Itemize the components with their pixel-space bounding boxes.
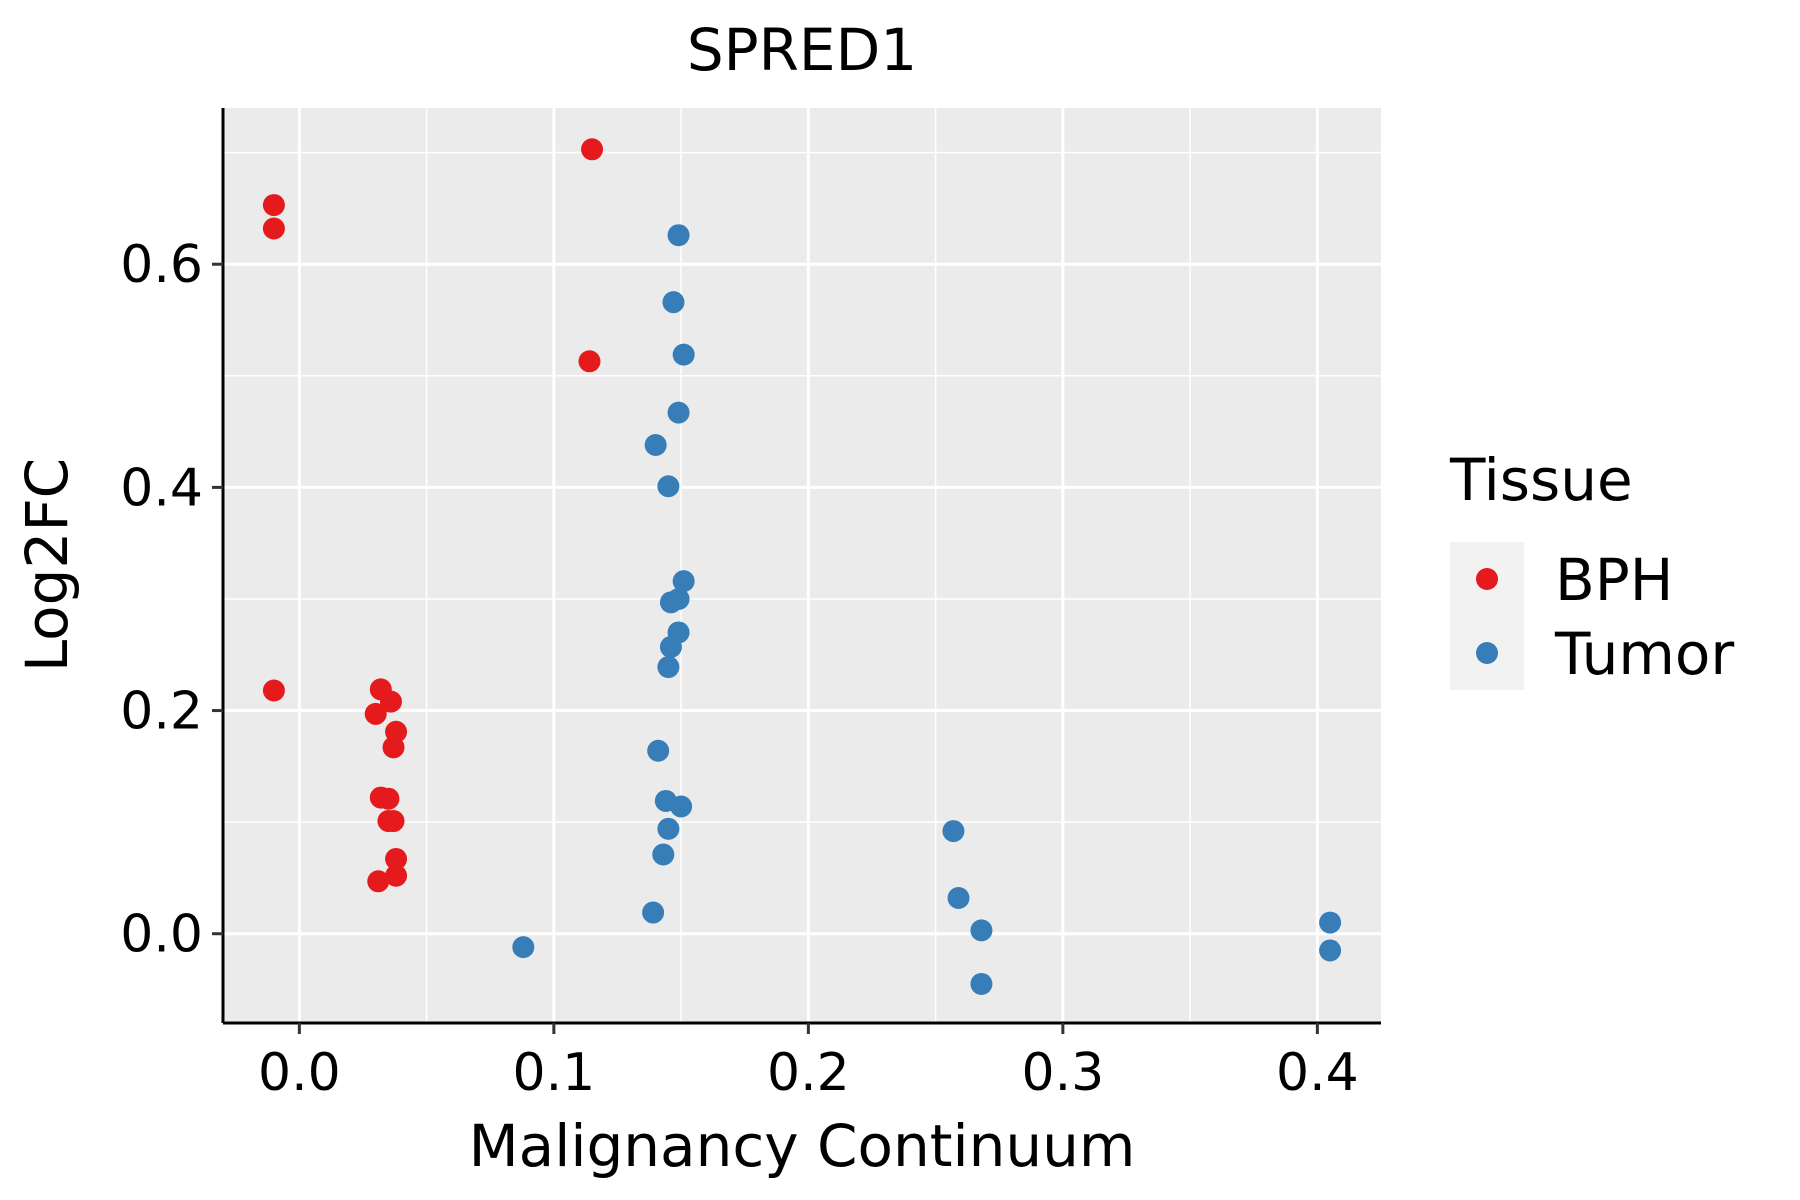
- point-tumor: [657, 817, 680, 840]
- major-gridlines: [223, 108, 1381, 1023]
- y-axis-ticks: 0.0 0.2 0.4 0.6: [120, 235, 223, 965]
- point-tumor: [1319, 911, 1342, 934]
- y-tick-label: 0.0: [120, 905, 203, 965]
- point-tumor: [667, 224, 690, 247]
- y-tick-label: 0.4: [120, 458, 203, 518]
- y-tick-label: 0.2: [120, 682, 203, 742]
- legend-label-tumor: Tumor: [1554, 620, 1734, 688]
- x-tick-label: 0.2: [767, 1043, 850, 1103]
- x-tick-label: 0.1: [513, 1043, 596, 1103]
- legend: Tissue BPH Tumor: [1449, 446, 1734, 690]
- legend-label-bph: BPH: [1555, 546, 1673, 614]
- point-tumor: [672, 343, 695, 366]
- point-tumor: [659, 635, 682, 658]
- point-bph: [262, 679, 285, 702]
- x-tick-label: 0.3: [1022, 1043, 1105, 1103]
- x-tick-label: 0.0: [258, 1043, 341, 1103]
- point-tumor: [672, 570, 695, 593]
- point-tumor: [662, 291, 685, 314]
- data-points: [262, 138, 1342, 995]
- y-axis-label: Log2FC: [13, 458, 81, 672]
- legend-marker-tumor: [1476, 642, 1498, 664]
- point-tumor: [512, 936, 535, 959]
- point-tumor: [670, 795, 693, 818]
- x-tick-label: 0.4: [1276, 1043, 1359, 1103]
- point-bph: [367, 870, 390, 893]
- point-tumor: [970, 919, 993, 942]
- point-bph: [262, 217, 285, 240]
- point-tumor: [1319, 939, 1342, 962]
- legend-marker-bph: [1476, 568, 1498, 590]
- point-tumor: [647, 739, 670, 762]
- point-bph: [382, 736, 405, 759]
- point-bph: [379, 690, 402, 713]
- point-tumor: [970, 972, 993, 995]
- y-tick-label: 0.6: [120, 235, 203, 295]
- chart-title: SPRED1: [687, 16, 917, 84]
- point-bph: [377, 787, 400, 810]
- point-tumor: [942, 820, 965, 843]
- point-tumor: [947, 887, 970, 910]
- x-axis-label: Malignancy Continuum: [469, 1112, 1136, 1180]
- point-tumor: [642, 901, 665, 924]
- point-tumor: [652, 843, 675, 866]
- legend-title: Tissue: [1449, 446, 1633, 514]
- point-bph: [581, 138, 604, 161]
- point-bph: [578, 350, 601, 373]
- point-bph: [382, 810, 405, 833]
- point-tumor: [657, 656, 680, 679]
- x-axis-ticks: 0.0 0.1 0.2 0.3 0.4: [258, 1023, 1359, 1103]
- point-bph: [364, 702, 387, 725]
- point-bph: [385, 864, 408, 887]
- point-bph: [262, 194, 285, 217]
- point-tumor: [667, 401, 690, 424]
- point-tumor: [644, 433, 667, 456]
- minor-gridlines: [223, 108, 1381, 1023]
- plot-panel: [223, 108, 1381, 1023]
- point-bph: [385, 847, 408, 870]
- point-tumor: [659, 591, 682, 614]
- point-tumor: [657, 475, 680, 498]
